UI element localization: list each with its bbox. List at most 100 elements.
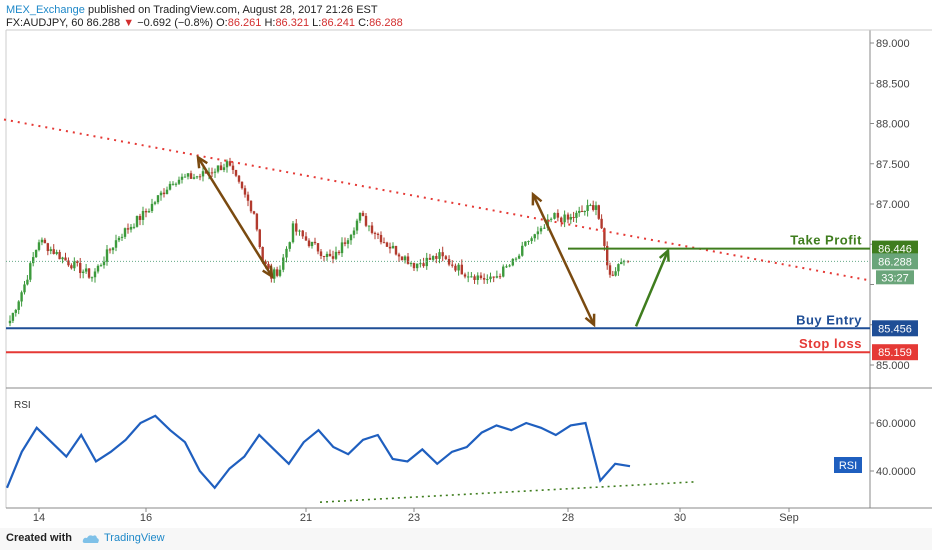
candle-body	[438, 252, 441, 259]
candle-body	[310, 241, 314, 247]
candle-body	[171, 183, 175, 185]
last-price-badge-text: 86.288	[878, 256, 912, 268]
publish-line: MEX_Exchange published on TradingView.co…	[6, 4, 403, 17]
open-value: 86.261	[227, 17, 262, 29]
candle-body	[264, 261, 267, 264]
candle-body	[367, 225, 371, 227]
candle-body	[349, 234, 353, 241]
candle-body	[382, 242, 386, 244]
candle-body	[482, 278, 486, 280]
candle-body	[120, 236, 124, 238]
candle-body	[435, 256, 438, 259]
close-value: 86.288	[369, 17, 403, 29]
candle-body	[358, 212, 362, 221]
candle-body	[316, 243, 320, 252]
candle-body	[258, 229, 261, 248]
candle-body	[313, 241, 317, 244]
candle-body	[486, 279, 489, 281]
candle-body	[183, 176, 187, 178]
candle-body	[79, 262, 82, 273]
candle-body	[580, 210, 584, 213]
candle-body	[328, 253, 332, 257]
candle-body	[569, 217, 572, 220]
candle-body	[304, 236, 308, 241]
candle-body	[583, 210, 586, 213]
published-text: published on TradingView.com, August 28,…	[87, 4, 378, 16]
last-price: 86.288	[86, 17, 121, 29]
candle-body	[322, 255, 326, 257]
candle-body	[240, 181, 244, 189]
candle-body	[23, 284, 26, 293]
symbol-label: FX:AUDJPY, 60	[6, 17, 84, 29]
candle-body	[210, 172, 214, 174]
arrow-down-2	[531, 193, 596, 326]
candle-body	[533, 234, 536, 239]
candle-body	[403, 256, 407, 261]
candle-body	[385, 242, 389, 247]
candle-body	[343, 242, 347, 244]
candle-body	[213, 171, 217, 173]
price-tick-label: 88.500	[876, 78, 910, 90]
candle-body	[275, 269, 279, 276]
candle-body	[159, 192, 163, 196]
candle-body	[597, 205, 600, 219]
candle-body	[144, 211, 148, 213]
candle-body	[174, 183, 178, 185]
candle-body	[278, 269, 282, 276]
candle-body	[252, 211, 256, 214]
candle-body	[479, 275, 483, 279]
price-badge-text: 86.446	[878, 244, 912, 256]
candle-body	[409, 263, 413, 265]
candle-body	[391, 245, 395, 249]
price-badge-text: 85.456	[878, 323, 912, 335]
last-price-badge	[872, 253, 918, 270]
candle-body	[603, 228, 606, 246]
candle-body	[261, 247, 264, 262]
candle-body	[37, 242, 41, 250]
chart-header: MEX_Exchange published on TradingView.co…	[6, 4, 403, 30]
price-tick-label: 87.500	[876, 159, 910, 171]
candle-body	[129, 226, 133, 230]
candle-body	[495, 276, 499, 278]
candle-body	[17, 301, 20, 310]
candle-body	[87, 268, 91, 278]
candle-body	[70, 265, 73, 269]
candle-body	[614, 271, 617, 276]
candle-body	[617, 264, 620, 272]
candle-body	[536, 231, 540, 235]
candle-body	[93, 271, 97, 278]
countdown-text: 33:27	[881, 272, 909, 284]
time-tick-label: 14	[33, 512, 45, 524]
candle-body	[126, 228, 130, 230]
candle-body	[40, 239, 44, 243]
candle-body	[96, 265, 100, 272]
price-badge	[872, 344, 918, 361]
candle-body	[58, 251, 61, 260]
candle-body	[222, 167, 226, 170]
candle-body	[84, 268, 88, 272]
change-value: −0.692 (−0.8%)	[137, 17, 214, 29]
candle-body	[589, 205, 592, 207]
candle-body	[524, 241, 527, 246]
time-tick-label: 28	[562, 512, 574, 524]
rsi-badge	[834, 457, 862, 473]
candle-body	[11, 312, 15, 321]
tradingview-brand[interactable]: TradingView	[104, 532, 165, 544]
price-badge	[872, 240, 918, 257]
candle-body	[460, 264, 464, 275]
candle-body	[505, 266, 508, 268]
candle-body	[337, 251, 341, 254]
candle-body	[543, 227, 546, 229]
candle-body	[111, 247, 115, 251]
time-tick-label: 16	[140, 512, 152, 524]
candle-body	[511, 258, 515, 266]
arrow-up	[634, 250, 670, 327]
author-link[interactable]: MEX_Exchange	[6, 4, 85, 16]
candle-body	[267, 263, 270, 269]
take-profit-label: Take Profit	[790, 233, 862, 248]
candle-body	[428, 257, 432, 260]
candle-body	[527, 241, 530, 243]
created-with-label: Created with	[6, 532, 73, 544]
candle-body	[521, 245, 524, 256]
candle-body	[466, 276, 470, 278]
